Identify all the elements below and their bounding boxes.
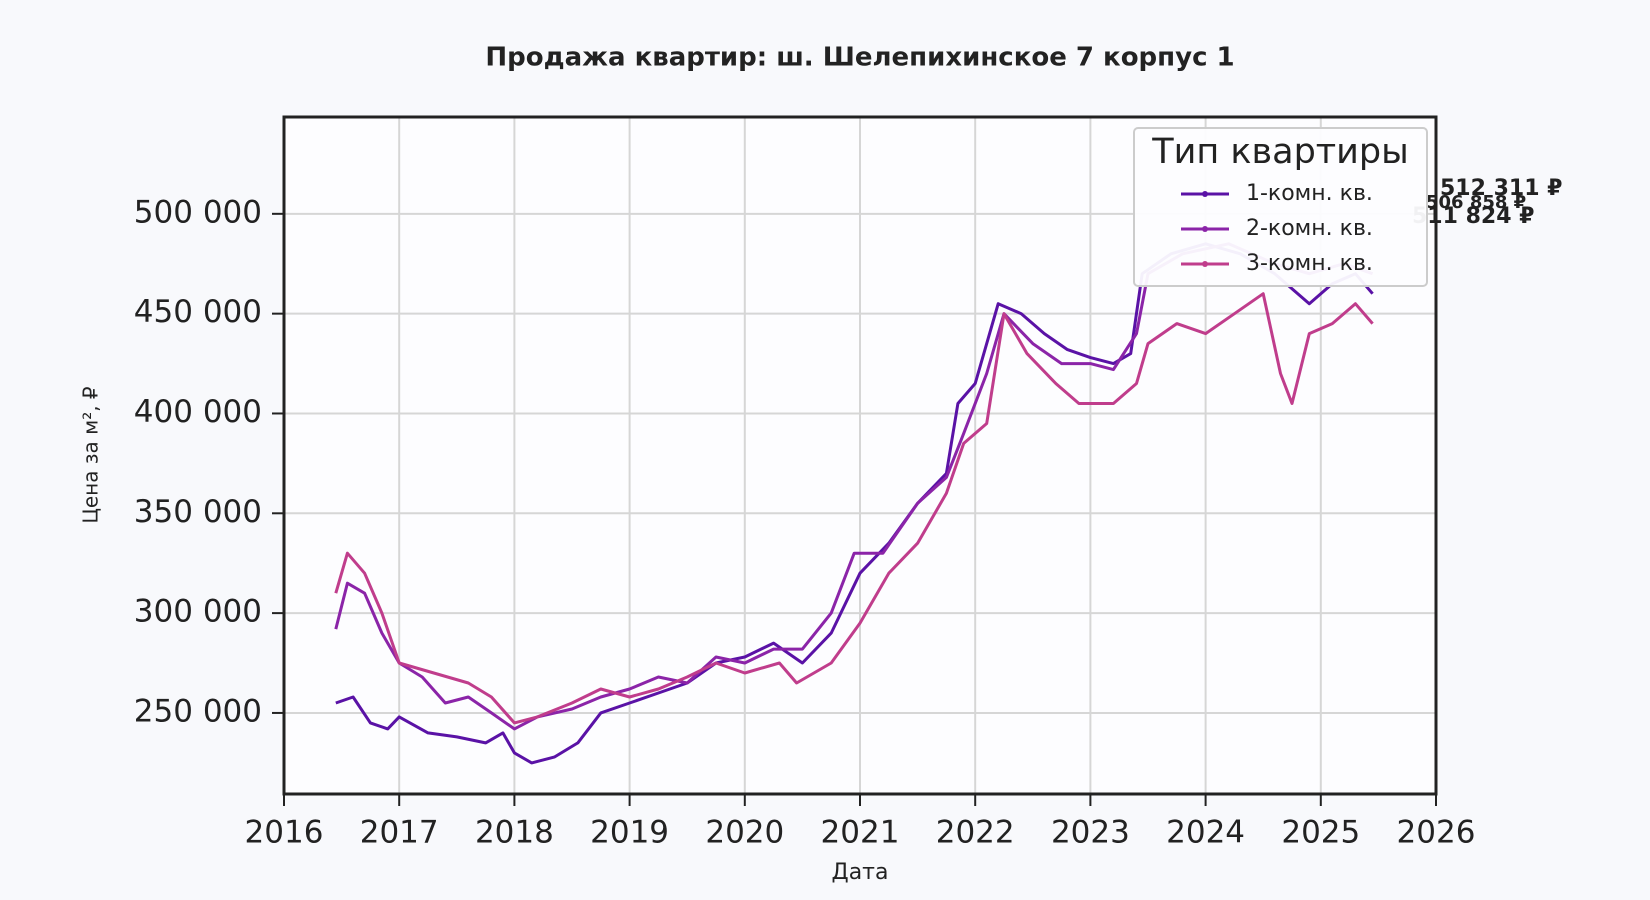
series-line bbox=[334, 242, 1374, 731]
y-axis-title: Цена за м², ₽ bbox=[79, 386, 103, 524]
legend-marker bbox=[1202, 191, 1208, 197]
end-label: 511 824 ₽ bbox=[1412, 204, 1534, 229]
y-tick-label: 350 000 bbox=[134, 494, 262, 530]
y-tick-label: 250 000 bbox=[134, 693, 262, 729]
y-tick-label: 500 000 bbox=[134, 194, 262, 230]
legend-title: Тип квартиры bbox=[1151, 132, 1409, 172]
y-tick-label: 450 000 bbox=[134, 294, 262, 330]
x-tick-label: 2020 bbox=[705, 815, 784, 851]
x-tick-label: 2023 bbox=[1051, 815, 1130, 851]
end-label: 506 858 ₽ bbox=[1426, 192, 1526, 213]
legend-label: 1-комн. кв. bbox=[1246, 181, 1373, 206]
end-label: 512 311 ₽ bbox=[1440, 176, 1562, 201]
y-tick-label: 300 000 bbox=[134, 594, 262, 630]
x-tick-label: 2018 bbox=[475, 815, 554, 851]
x-tick-label: 2021 bbox=[821, 815, 900, 851]
legend-marker bbox=[1202, 226, 1208, 232]
x-tick-label: 2022 bbox=[936, 815, 1015, 851]
x-tick-label: 2019 bbox=[590, 815, 669, 851]
x-axis-title: Дата bbox=[832, 860, 889, 885]
chart-title: Продажа квартир: ш. Шелепихинское 7 корп… bbox=[485, 43, 1234, 73]
series-line bbox=[334, 292, 1374, 725]
x-tick-label: 2016 bbox=[245, 815, 324, 851]
x-tick-label: 2025 bbox=[1281, 815, 1360, 851]
legend-label: 2-комн. кв. bbox=[1246, 216, 1373, 241]
legend-marker bbox=[1202, 261, 1208, 267]
x-tick-label: 2024 bbox=[1166, 815, 1245, 851]
legend-label: 3-комн. кв. bbox=[1246, 251, 1373, 276]
y-tick-label: 400 000 bbox=[134, 394, 262, 430]
x-tick-label: 2026 bbox=[1397, 815, 1476, 851]
legend-box bbox=[1133, 127, 1428, 287]
plot-frame bbox=[282, 115, 1438, 796]
x-tick-label: 2017 bbox=[360, 815, 439, 851]
